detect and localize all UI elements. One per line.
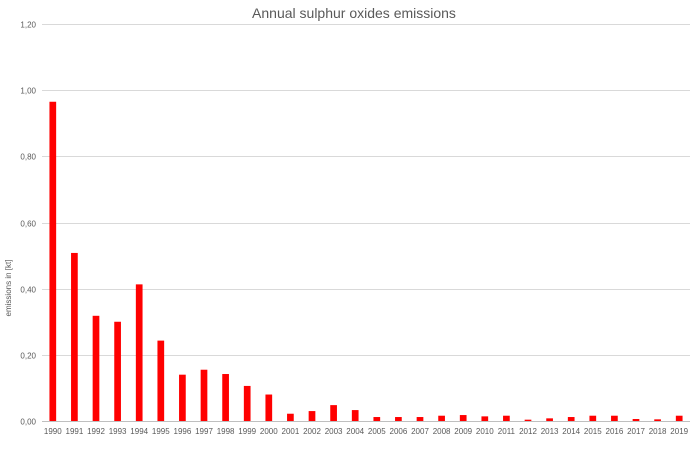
bar-1996 [179,374,186,421]
x-tick-label: 2015 [584,427,602,436]
x-tick-label: 2000 [260,427,278,436]
x-tick-label: 2012 [519,427,537,436]
x-tick-label: 2013 [541,427,559,436]
bar-1992 [92,315,100,421]
bar-2010 [481,416,489,421]
x-tick-label: 1990 [44,427,62,436]
x-tick-label: 2004 [346,427,364,436]
y-tick-labels: 0,00 0,20 0,40 0,60 0,80 1,00 1,20 [20,21,36,427]
bar-2015 [589,415,597,421]
bar-2005 [373,417,381,421]
x-tick-label: 1995 [152,427,170,436]
x-tick-label: 2010 [476,427,494,436]
bar-2009 [459,415,467,421]
bar-2001 [287,413,294,421]
y-tick-label: 0,80 [20,153,36,162]
x-tick-label: 2007 [411,427,429,436]
x-tick-label: 1999 [238,427,256,436]
x-tick-label: 1998 [217,427,235,436]
bar-2019 [675,415,683,421]
x-tick-label: 2014 [562,427,580,436]
x-tick-label: 2002 [303,427,321,436]
x-tick-label: 1994 [130,427,148,436]
x-tick-label: 1993 [109,427,127,436]
bar-2017 [632,419,640,421]
x-tick-label: 2011 [498,427,516,436]
x-tick-label: 2019 [670,427,688,436]
bar-2014 [567,417,575,421]
bar-2003 [330,405,337,421]
x-tick-label: 1992 [87,427,105,436]
x-tick-label: 1997 [195,427,213,436]
bar-2008 [438,415,445,421]
bar-2006 [395,417,402,421]
bar-1993 [114,321,121,421]
x-tick-label: 1996 [174,427,192,436]
x-tick-label: 2005 [368,427,386,436]
y-tick-label: 1,00 [20,87,36,96]
gridlines [42,24,690,422]
bar-2013 [546,418,553,421]
bar-2004 [351,410,359,421]
bar-2016 [611,415,618,421]
bar-1998 [222,374,229,421]
x-tick-label: 2017 [627,427,645,436]
bar-1994 [135,284,143,421]
y-tick-label: 0,40 [20,286,36,295]
bar-2018 [654,419,661,421]
x-tick-label: 2018 [649,427,667,436]
y-tick-label: 0,00 [20,418,36,427]
y-tick-label: 0,60 [20,220,36,229]
x-tick-label: 2008 [433,427,451,436]
bar-1991 [71,252,78,421]
bar-2011 [503,415,510,421]
bars [49,101,683,421]
x-tick-label: 2006 [390,427,408,436]
y-tick-label: 1,20 [20,21,36,30]
chart-title: Annual sulphur oxides emissions [252,5,456,21]
x-tick-label: 2016 [606,427,624,436]
x-tick-label: 2001 [282,427,300,436]
x-tick-label: 2009 [454,427,472,436]
x-tick-labels: 1990 1991 1992 1993 1994 1995 1996 1997 1998 1999… [44,427,689,436]
x-tick-label: 1991 [66,427,84,436]
bar-1995 [157,340,165,421]
bar-1997 [200,369,208,421]
bar-2007 [416,417,424,421]
bar-1999 [243,385,251,421]
x-tick-label: 2003 [325,427,343,436]
bar-2002 [308,411,316,421]
bar-2012 [524,419,532,421]
y-tick-label: 0,20 [20,352,36,361]
bar-2000 [265,394,273,421]
bar-1990 [49,101,57,421]
y-axis-label: emissions in [kt] [4,260,13,317]
